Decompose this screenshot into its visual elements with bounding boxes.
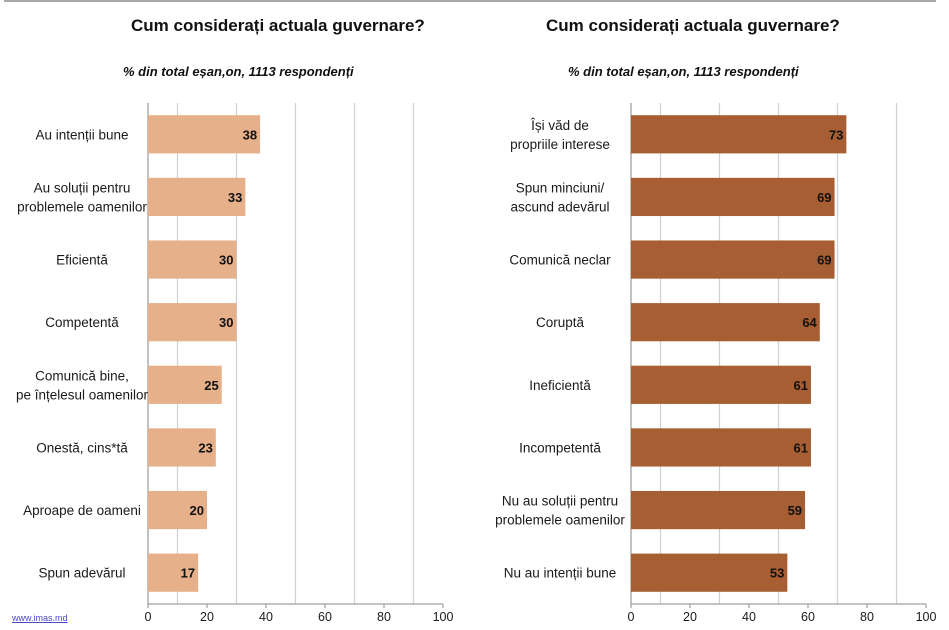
right-tick-label: 0 bbox=[628, 610, 635, 624]
right-category-label: propriile interese bbox=[510, 137, 610, 152]
right-category-label: Nu au soluții pentru bbox=[502, 494, 618, 509]
positive-attributes-chart: 0 20 40 60 80 100 38 Au intenții bune 33 Au soluț… bbox=[16, 103, 454, 624]
left-category-label: Onestă, cins*tă bbox=[36, 440, 128, 455]
left-tick-label: 20 bbox=[200, 610, 214, 624]
left-value-label: 23 bbox=[198, 440, 212, 455]
right-value-label: 69 bbox=[817, 253, 831, 268]
source-link[interactable]: www.imas.md bbox=[12, 613, 68, 623]
right-category-label: problemele oamenilor bbox=[495, 513, 625, 528]
top-separator-line bbox=[4, 0, 936, 2]
right-chart-title: Cum considerați actuala guvernare? bbox=[546, 16, 840, 35]
right-category-label: Comunică neclar bbox=[509, 253, 611, 268]
right-category-label: Nu au intenții bune bbox=[504, 566, 617, 581]
left-bar bbox=[148, 365, 222, 404]
right-value-label: 73 bbox=[829, 127, 843, 142]
left-value-label: 17 bbox=[181, 566, 195, 581]
left-bar bbox=[148, 303, 237, 342]
right-value-label: 64 bbox=[802, 315, 817, 330]
right-tick-label: 60 bbox=[801, 610, 815, 624]
right-category-label: Coruptă bbox=[536, 315, 585, 330]
left-category-label: Eficientă bbox=[56, 253, 108, 268]
right-category-label: Își văd de bbox=[530, 118, 589, 133]
right-category-label: Spun minciuni/ bbox=[516, 180, 605, 195]
right-category-label: Incompetentă bbox=[519, 440, 601, 455]
right-tick-label: 80 bbox=[860, 610, 874, 624]
right-category-label: ascund adevărul bbox=[510, 199, 609, 214]
left-value-label: 33 bbox=[228, 190, 242, 205]
right-bar bbox=[631, 177, 835, 217]
left-category-label: pe înțelesul oamenilor bbox=[16, 387, 149, 402]
left-category-label: Comunică bine, bbox=[35, 368, 129, 383]
right-bar bbox=[631, 490, 806, 530]
left-category-label: Au intenții bune bbox=[35, 127, 128, 142]
right-bar bbox=[631, 553, 788, 592]
right-tick-label: 100 bbox=[916, 610, 937, 624]
left-value-label: 30 bbox=[219, 315, 233, 330]
left-chart-title: Cum considerați actuala guvernare? bbox=[131, 16, 425, 35]
left-bar bbox=[148, 428, 216, 467]
left-category-label: problemele oamenilor bbox=[17, 199, 147, 214]
left-category-label: Spun adevărul bbox=[38, 566, 125, 581]
left-chart-subtitle: % din total eșan,on, 1113 respondenți bbox=[123, 64, 354, 79]
right-value-label: 53 bbox=[770, 566, 784, 581]
right-bar bbox=[631, 303, 820, 342]
right-tick-label: 20 bbox=[683, 610, 697, 624]
left-value-label: 30 bbox=[219, 253, 233, 268]
left-category-label: Competentă bbox=[45, 315, 119, 330]
right-chart-subtitle: % din total eșan,on, 1113 respondenți bbox=[568, 64, 799, 79]
right-tick-label: 40 bbox=[742, 610, 756, 624]
left-bar bbox=[148, 490, 207, 530]
left-value-label: 38 bbox=[243, 127, 257, 142]
right-bar bbox=[631, 240, 835, 279]
left-tick-label: 40 bbox=[259, 610, 273, 624]
left-bar bbox=[148, 177, 246, 217]
left-tick-label: 60 bbox=[318, 610, 332, 624]
right-value-label: 61 bbox=[793, 378, 807, 393]
left-category-label: Au soluții pentru bbox=[34, 180, 131, 195]
right-bar bbox=[631, 428, 811, 467]
left-value-label: 25 bbox=[204, 378, 218, 393]
right-bar bbox=[631, 365, 811, 404]
left-value-label: 20 bbox=[190, 503, 204, 518]
right-value-label: 69 bbox=[817, 190, 831, 205]
left-bar bbox=[148, 240, 237, 279]
left-tick-label: 0 bbox=[145, 610, 152, 624]
left-bar bbox=[148, 553, 199, 592]
right-value-label: 61 bbox=[793, 440, 807, 455]
left-bar bbox=[148, 115, 261, 154]
left-tick-label: 100 bbox=[433, 610, 454, 624]
right-bar bbox=[631, 115, 847, 154]
right-value-label: 59 bbox=[788, 503, 802, 518]
left-tick-label: 80 bbox=[377, 610, 391, 624]
right-category-label: Ineficientă bbox=[529, 378, 591, 393]
left-category-label: Aproape de oameni bbox=[23, 503, 141, 518]
